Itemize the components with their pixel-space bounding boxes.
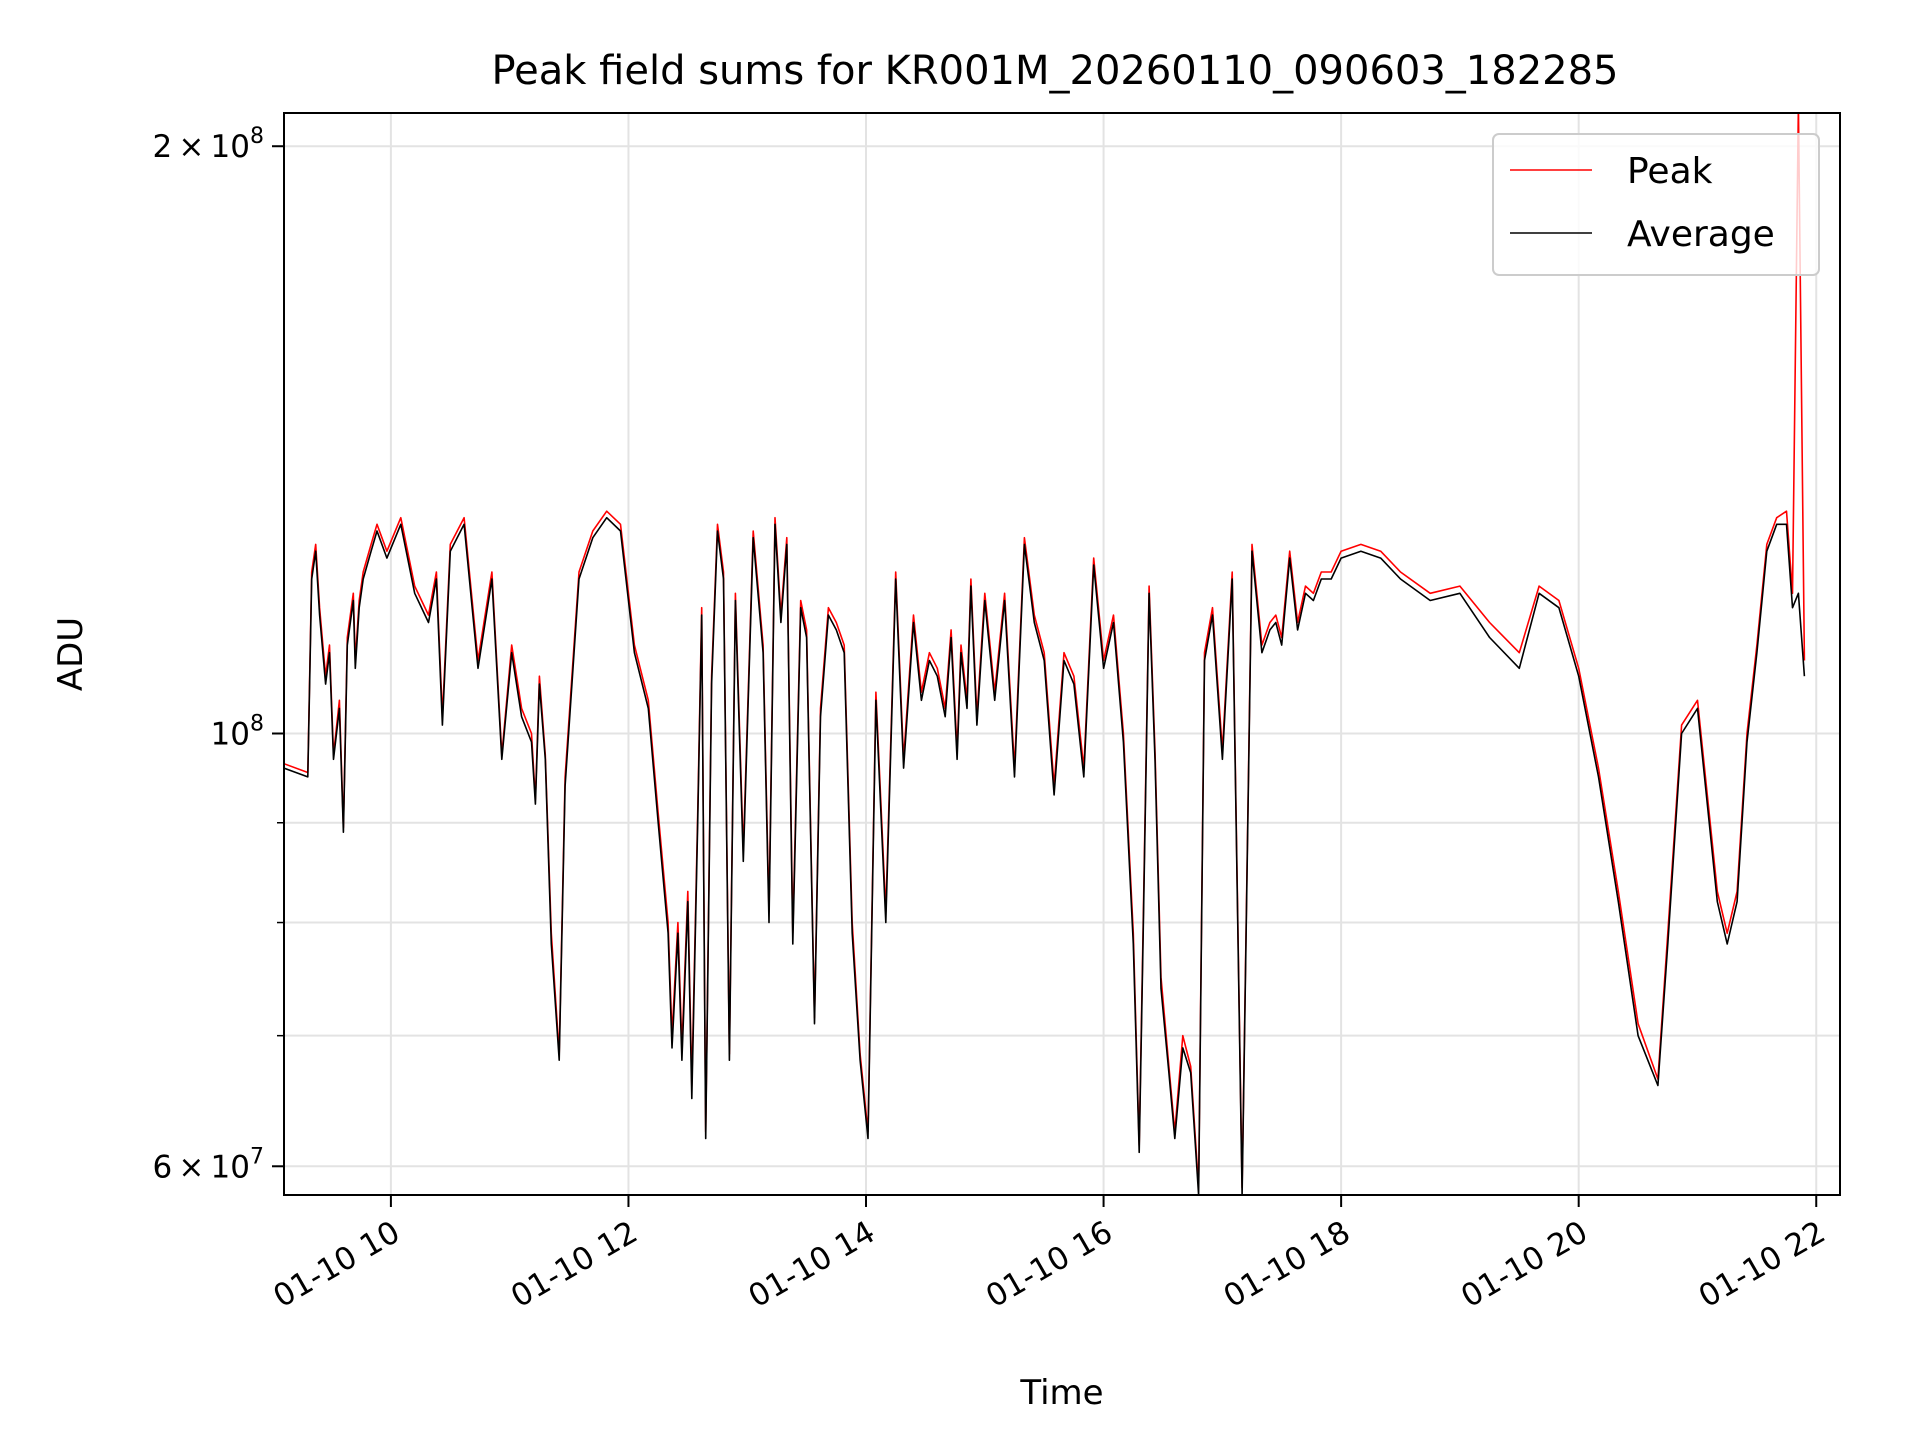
y-tick-label: 2 × 108 (152, 124, 264, 165)
y-axis: 6 × 107 108 2 × 108 (152, 124, 284, 1185)
legend: Peak Average (1492, 133, 1820, 276)
legend-label-peak: Peak (1627, 151, 1713, 192)
plot-frame (283, 112, 1841, 1196)
x-axis-label: Time (1019, 1373, 1103, 1413)
series-line-average (284, 516, 1806, 1195)
y-tick-label: 6 × 107 (152, 1144, 264, 1185)
y-tick-label: 108 (211, 711, 264, 752)
chart-title: Peak field sums for KR001M_20260110_0906… (491, 48, 1618, 94)
legend-label-average: Average (1627, 214, 1775, 255)
y-axis-label: ADU (51, 617, 91, 691)
